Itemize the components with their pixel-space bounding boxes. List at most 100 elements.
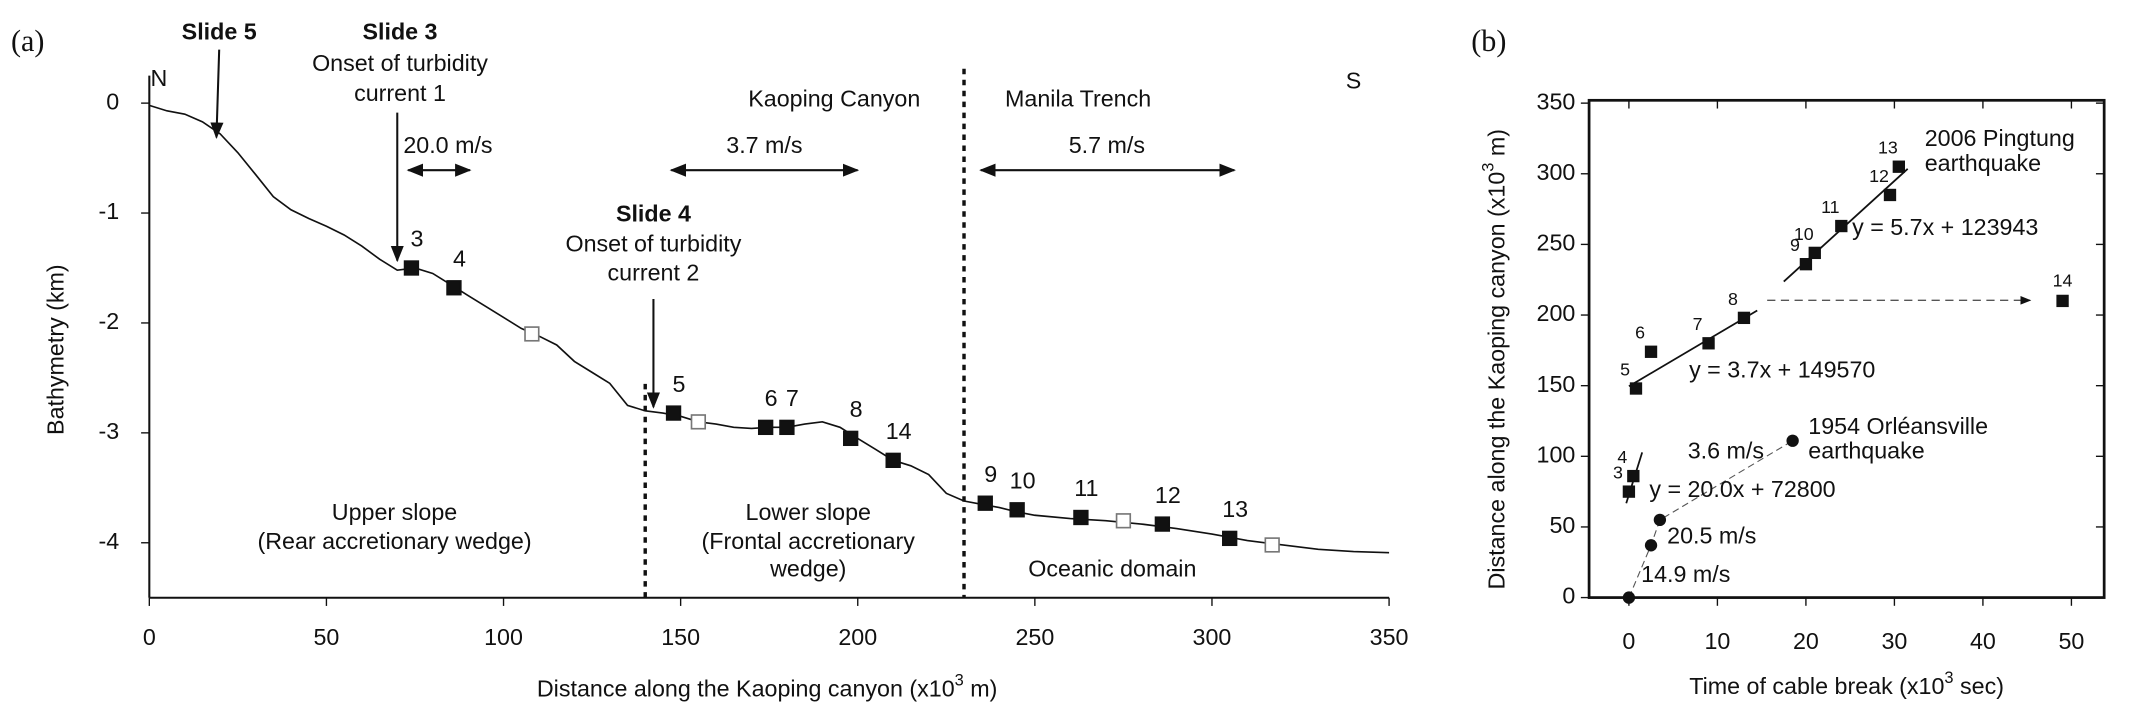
point-label: 4 <box>1617 447 1627 467</box>
point-label: 7 <box>1693 314 1703 334</box>
cable-break-marker <box>1835 219 1848 233</box>
annotation: 5.7 m/s <box>1069 132 1145 158</box>
annotation: Slide 3 <box>363 18 438 44</box>
plot-frame <box>1587 98 2106 599</box>
point-label: 3 <box>410 226 423 252</box>
y-tick-label: 300 <box>1537 159 1576 185</box>
annotation: (Rear accretionary wedge) <box>257 528 531 554</box>
cable-break-marker <box>842 430 859 447</box>
y-tick-label: -1 <box>98 198 119 224</box>
x-tick-label: 300 <box>1193 624 1232 650</box>
x-tick-label: 150 <box>661 624 700 650</box>
cable-break-marker <box>1627 469 1640 483</box>
y-tick-label: -4 <box>98 528 119 554</box>
cable-break-marker <box>1622 485 1636 498</box>
cable-break-marker <box>1644 345 1658 358</box>
y-tick-label: -2 <box>98 308 119 334</box>
cable-break-marker <box>1222 530 1238 547</box>
x-tick-label: 30 <box>1881 628 1907 654</box>
point-label: 6 <box>1635 323 1645 343</box>
annotation: 14.9 m/s <box>1641 561 1730 587</box>
annotation: wedge) <box>769 555 846 581</box>
cable-break-marker <box>1264 537 1280 553</box>
cable-break-marker <box>757 419 774 436</box>
cable-break-marker <box>1702 337 1715 350</box>
annotation: 3.7 m/s <box>726 132 802 158</box>
annotation: Slide 4 <box>616 201 691 227</box>
x-tick-label: 20 <box>1793 628 1819 654</box>
cable-break-marker <box>446 280 462 296</box>
y-tick-label: 150 <box>1537 371 1576 397</box>
point-label: 7 <box>786 385 799 411</box>
annotation: N <box>151 65 168 91</box>
point-label: 12 <box>1869 166 1889 186</box>
point-label: 4 <box>453 246 466 272</box>
annotation: current 2 <box>608 259 700 285</box>
y-tick-label: 0 <box>106 88 119 114</box>
point-label: 14 <box>2053 270 2073 290</box>
point-label: 8 <box>1728 289 1738 309</box>
x-tick-label: 50 <box>2058 628 2084 654</box>
point-label: 13 <box>1878 138 1898 158</box>
annotation: Manila Trench <box>1005 85 1151 111</box>
annotation: Lower slope <box>746 499 871 525</box>
annotation: 20.0 m/s <box>403 132 492 158</box>
y-tick-label: 100 <box>1537 441 1576 467</box>
y-tick-label: 50 <box>1549 512 1575 538</box>
x-tick-label: 10 <box>1704 628 1730 654</box>
point-label: 9 <box>1790 235 1800 255</box>
y-axis-label-part: Distance along the Kaoping canyon (x10 <box>1484 172 1510 590</box>
cable-break-marker <box>2056 294 2069 308</box>
panel-label: (b) <box>1471 24 1506 58</box>
annotation: 3.6 m/s <box>1688 438 1764 464</box>
cable-break-marker <box>1737 311 1751 325</box>
point-label: 12 <box>1155 482 1181 508</box>
cable-break-marker <box>1009 502 1025 518</box>
x-axis-label-part: 3 <box>1944 669 1953 687</box>
point-label: 13 <box>1222 496 1248 522</box>
annotation: Kaoping Canyon <box>748 85 920 111</box>
x-tick-label: 100 <box>484 624 523 650</box>
y-axis-label: Bathymetry (km) <box>43 264 69 435</box>
slide-arrow <box>210 49 224 139</box>
cable-break-marker <box>1154 516 1171 532</box>
cable-break-marker <box>1892 160 1906 173</box>
cable-break-marker <box>1073 509 1089 526</box>
annotation: 2006 Pingtung <box>1925 125 2075 151</box>
point-label: 10 <box>1794 224 1814 244</box>
annotation: earthquake <box>1808 438 1924 464</box>
annotation: current 1 <box>354 80 446 106</box>
fit-line <box>1628 309 1758 388</box>
y-tick-label: 250 <box>1537 230 1576 256</box>
x-axis-label-part: sec) <box>1954 673 2004 699</box>
earthquake-point <box>1653 513 1667 527</box>
cable-break-marker <box>1629 382 1643 395</box>
connector-line <box>1628 440 1793 598</box>
point-label: 10 <box>1010 468 1036 494</box>
point-label: 8 <box>850 396 863 422</box>
annotation: 20.5 m/s <box>1667 522 1756 548</box>
y-axis-label-part: m) <box>1484 129 1510 163</box>
x-tick-label: 50 <box>313 624 339 650</box>
point-label: 14 <box>886 418 912 444</box>
earthquake-point <box>1644 539 1658 552</box>
cable-break-marker <box>1808 246 1821 260</box>
bathymetry-line <box>149 104 1390 554</box>
cable-break-marker <box>1115 513 1132 529</box>
cable-break-marker <box>524 326 540 342</box>
cable-break-marker <box>885 452 901 469</box>
x-axis-label-part: Time of cable break (x10 <box>1689 673 1944 699</box>
annotation: Oceanic domain <box>1028 555 1196 581</box>
annotation: Slide 5 <box>182 18 257 44</box>
cable-break-marker <box>1883 188 1897 202</box>
annotation: 1954 Orléansville <box>1808 413 1988 439</box>
cable-break-marker <box>1799 258 1813 271</box>
fit-label: y = 20.0x + 72800 <box>1649 476 1835 502</box>
x-axis-label-part: Distance along the Kaoping canyon (x10 <box>537 676 955 702</box>
x-axis-label-part: m) <box>964 676 998 702</box>
fit-label: y = 5.7x + 123943 <box>1852 214 2038 240</box>
x-tick-label: 0 <box>1622 628 1635 654</box>
cable-break-marker <box>403 260 420 276</box>
